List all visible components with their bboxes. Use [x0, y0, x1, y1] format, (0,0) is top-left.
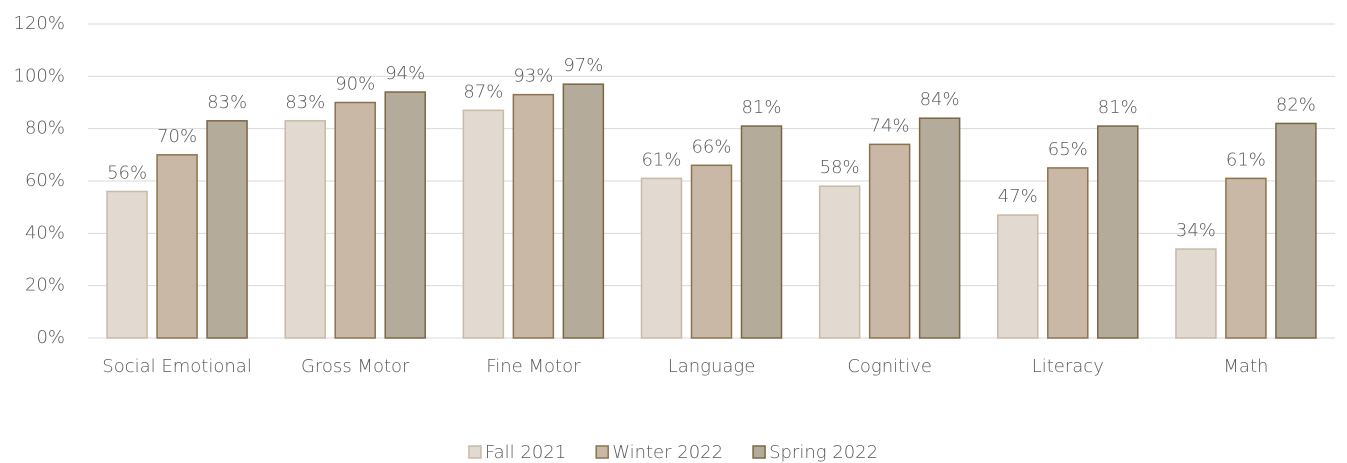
bar — [562, 83, 605, 339]
data-label: 56% — [107, 162, 147, 183]
bar — [334, 101, 376, 339]
x-tick-label: Cognitive — [847, 356, 932, 377]
x-tick-label: Literacy — [1032, 356, 1104, 377]
legend-swatch — [752, 445, 766, 459]
bar — [740, 125, 783, 339]
data-label: 65% — [1048, 139, 1088, 160]
x-tick-label: Language — [668, 356, 756, 377]
data-label: 83% — [285, 92, 325, 113]
legend-label: Fall 2021 — [485, 442, 566, 463]
legend-label: Spring 2022 — [769, 442, 878, 463]
data-label: 47% — [998, 186, 1038, 207]
data-label: 93% — [513, 66, 553, 87]
data-label: 74% — [870, 115, 910, 136]
bar — [1225, 177, 1267, 339]
x-tick-label: Gross Motor — [301, 356, 410, 377]
data-label: 87% — [463, 81, 503, 102]
bar — [818, 185, 861, 339]
data-label: 97% — [563, 55, 603, 76]
y-tick-label: 100% — [14, 65, 65, 86]
data-label: 61% — [641, 149, 681, 170]
bar — [206, 120, 248, 339]
data-label: 70% — [157, 126, 197, 147]
legend-label: Winter 2022 — [612, 442, 723, 463]
legend-swatch — [595, 445, 609, 459]
bar — [918, 117, 961, 339]
bar — [1275, 122, 1317, 339]
bar — [1175, 248, 1217, 339]
bar — [997, 214, 1039, 339]
bar — [384, 91, 426, 339]
x-tick-label: Math — [1223, 356, 1268, 377]
x-tick-label: Fine Motor — [486, 356, 581, 377]
bar — [284, 120, 326, 339]
bar — [868, 143, 911, 339]
bar — [462, 109, 505, 339]
y-tick-label: 0% — [36, 327, 65, 348]
data-label: 34% — [1176, 220, 1216, 241]
data-label: 94% — [385, 63, 425, 84]
y-tick-label: 60% — [25, 170, 65, 191]
bar — [640, 177, 683, 339]
data-label: 81% — [741, 97, 781, 118]
y-tick-label: 40% — [25, 222, 65, 243]
bar — [1097, 125, 1139, 339]
data-label: 82% — [1276, 94, 1316, 115]
y-tick-label: 120% — [14, 13, 65, 34]
x-tick-label: Social Emotional — [102, 356, 252, 377]
bar — [106, 190, 148, 339]
y-tick-label: 20% — [25, 275, 65, 296]
data-label: 66% — [691, 136, 731, 157]
data-label: 61% — [1226, 149, 1266, 170]
bar — [1047, 167, 1089, 339]
data-label: 84% — [920, 89, 960, 110]
bar — [156, 154, 198, 339]
legend-swatch — [468, 445, 482, 459]
data-label: 90% — [335, 74, 375, 95]
data-label: 58% — [820, 157, 860, 178]
data-label: 81% — [1098, 97, 1138, 118]
bar — [512, 93, 555, 339]
bar — [690, 164, 733, 339]
data-label: 83% — [207, 92, 247, 113]
y-tick-label: 80% — [25, 118, 65, 139]
